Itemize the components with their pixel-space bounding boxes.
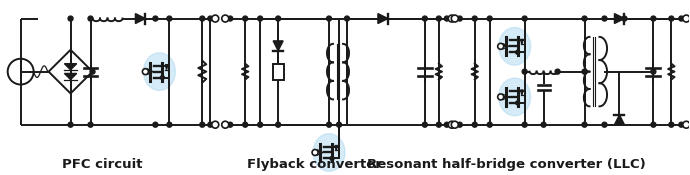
Circle shape	[88, 122, 93, 127]
Polygon shape	[615, 14, 624, 23]
Circle shape	[679, 122, 684, 127]
Polygon shape	[521, 90, 523, 95]
Polygon shape	[135, 14, 146, 23]
Circle shape	[344, 16, 350, 21]
Circle shape	[243, 16, 248, 21]
Circle shape	[167, 122, 172, 127]
Circle shape	[436, 16, 442, 21]
Circle shape	[582, 69, 587, 74]
Polygon shape	[166, 65, 168, 70]
Circle shape	[221, 15, 228, 22]
Circle shape	[683, 121, 690, 128]
Polygon shape	[615, 115, 624, 125]
Polygon shape	[521, 39, 523, 44]
Circle shape	[88, 16, 93, 21]
Circle shape	[208, 16, 213, 21]
Circle shape	[457, 122, 462, 127]
Circle shape	[221, 121, 228, 128]
Circle shape	[337, 122, 342, 127]
Circle shape	[142, 69, 148, 75]
Circle shape	[444, 122, 449, 127]
Circle shape	[228, 16, 233, 21]
Circle shape	[90, 69, 95, 74]
Circle shape	[522, 69, 527, 74]
Bar	[273, 64, 284, 80]
Circle shape	[602, 122, 607, 127]
Circle shape	[212, 15, 219, 22]
Circle shape	[228, 122, 233, 127]
Circle shape	[68, 16, 73, 21]
Circle shape	[522, 122, 527, 127]
Circle shape	[444, 16, 449, 21]
Circle shape	[669, 122, 674, 127]
Circle shape	[200, 16, 205, 21]
Circle shape	[683, 15, 690, 22]
Circle shape	[487, 122, 492, 127]
Polygon shape	[273, 41, 283, 51]
Circle shape	[472, 16, 477, 21]
Circle shape	[651, 122, 656, 127]
Circle shape	[422, 16, 427, 21]
Circle shape	[457, 16, 462, 21]
Ellipse shape	[499, 78, 531, 116]
Ellipse shape	[499, 27, 531, 65]
Circle shape	[582, 16, 587, 21]
Circle shape	[651, 16, 656, 21]
Circle shape	[448, 15, 455, 22]
Circle shape	[487, 16, 492, 21]
Circle shape	[622, 16, 627, 21]
Circle shape	[167, 16, 172, 21]
Polygon shape	[378, 14, 388, 23]
Circle shape	[257, 16, 263, 21]
Circle shape	[422, 122, 427, 127]
Circle shape	[330, 156, 334, 160]
Polygon shape	[335, 146, 337, 150]
Circle shape	[555, 69, 560, 74]
Circle shape	[257, 122, 263, 127]
Circle shape	[243, 122, 248, 127]
Circle shape	[541, 122, 546, 127]
Circle shape	[451, 15, 458, 22]
Circle shape	[200, 122, 205, 127]
Polygon shape	[64, 64, 77, 70]
Circle shape	[448, 121, 455, 128]
Circle shape	[312, 149, 318, 155]
Circle shape	[497, 94, 504, 100]
Circle shape	[451, 121, 458, 128]
Circle shape	[208, 122, 213, 127]
Circle shape	[515, 101, 520, 105]
Circle shape	[160, 76, 164, 80]
Circle shape	[212, 121, 219, 128]
Circle shape	[275, 122, 281, 127]
Circle shape	[326, 122, 331, 127]
Circle shape	[68, 122, 73, 127]
Text: Resonant half-bridge converter (LLC): Resonant half-bridge converter (LLC)	[368, 158, 647, 171]
Circle shape	[275, 16, 281, 21]
Text: Flyback converter: Flyback converter	[246, 158, 382, 171]
Circle shape	[472, 122, 477, 127]
Circle shape	[582, 122, 587, 127]
Circle shape	[602, 16, 607, 21]
Ellipse shape	[313, 134, 345, 171]
Circle shape	[497, 43, 504, 49]
Circle shape	[515, 50, 520, 54]
Circle shape	[153, 122, 158, 127]
Circle shape	[326, 16, 331, 21]
Ellipse shape	[144, 53, 175, 90]
Circle shape	[436, 122, 442, 127]
Circle shape	[679, 16, 684, 21]
Circle shape	[669, 16, 674, 21]
Polygon shape	[64, 74, 77, 80]
Circle shape	[522, 16, 527, 21]
Circle shape	[651, 69, 656, 74]
Circle shape	[153, 16, 158, 21]
Text: PFC circuit: PFC circuit	[62, 158, 143, 171]
